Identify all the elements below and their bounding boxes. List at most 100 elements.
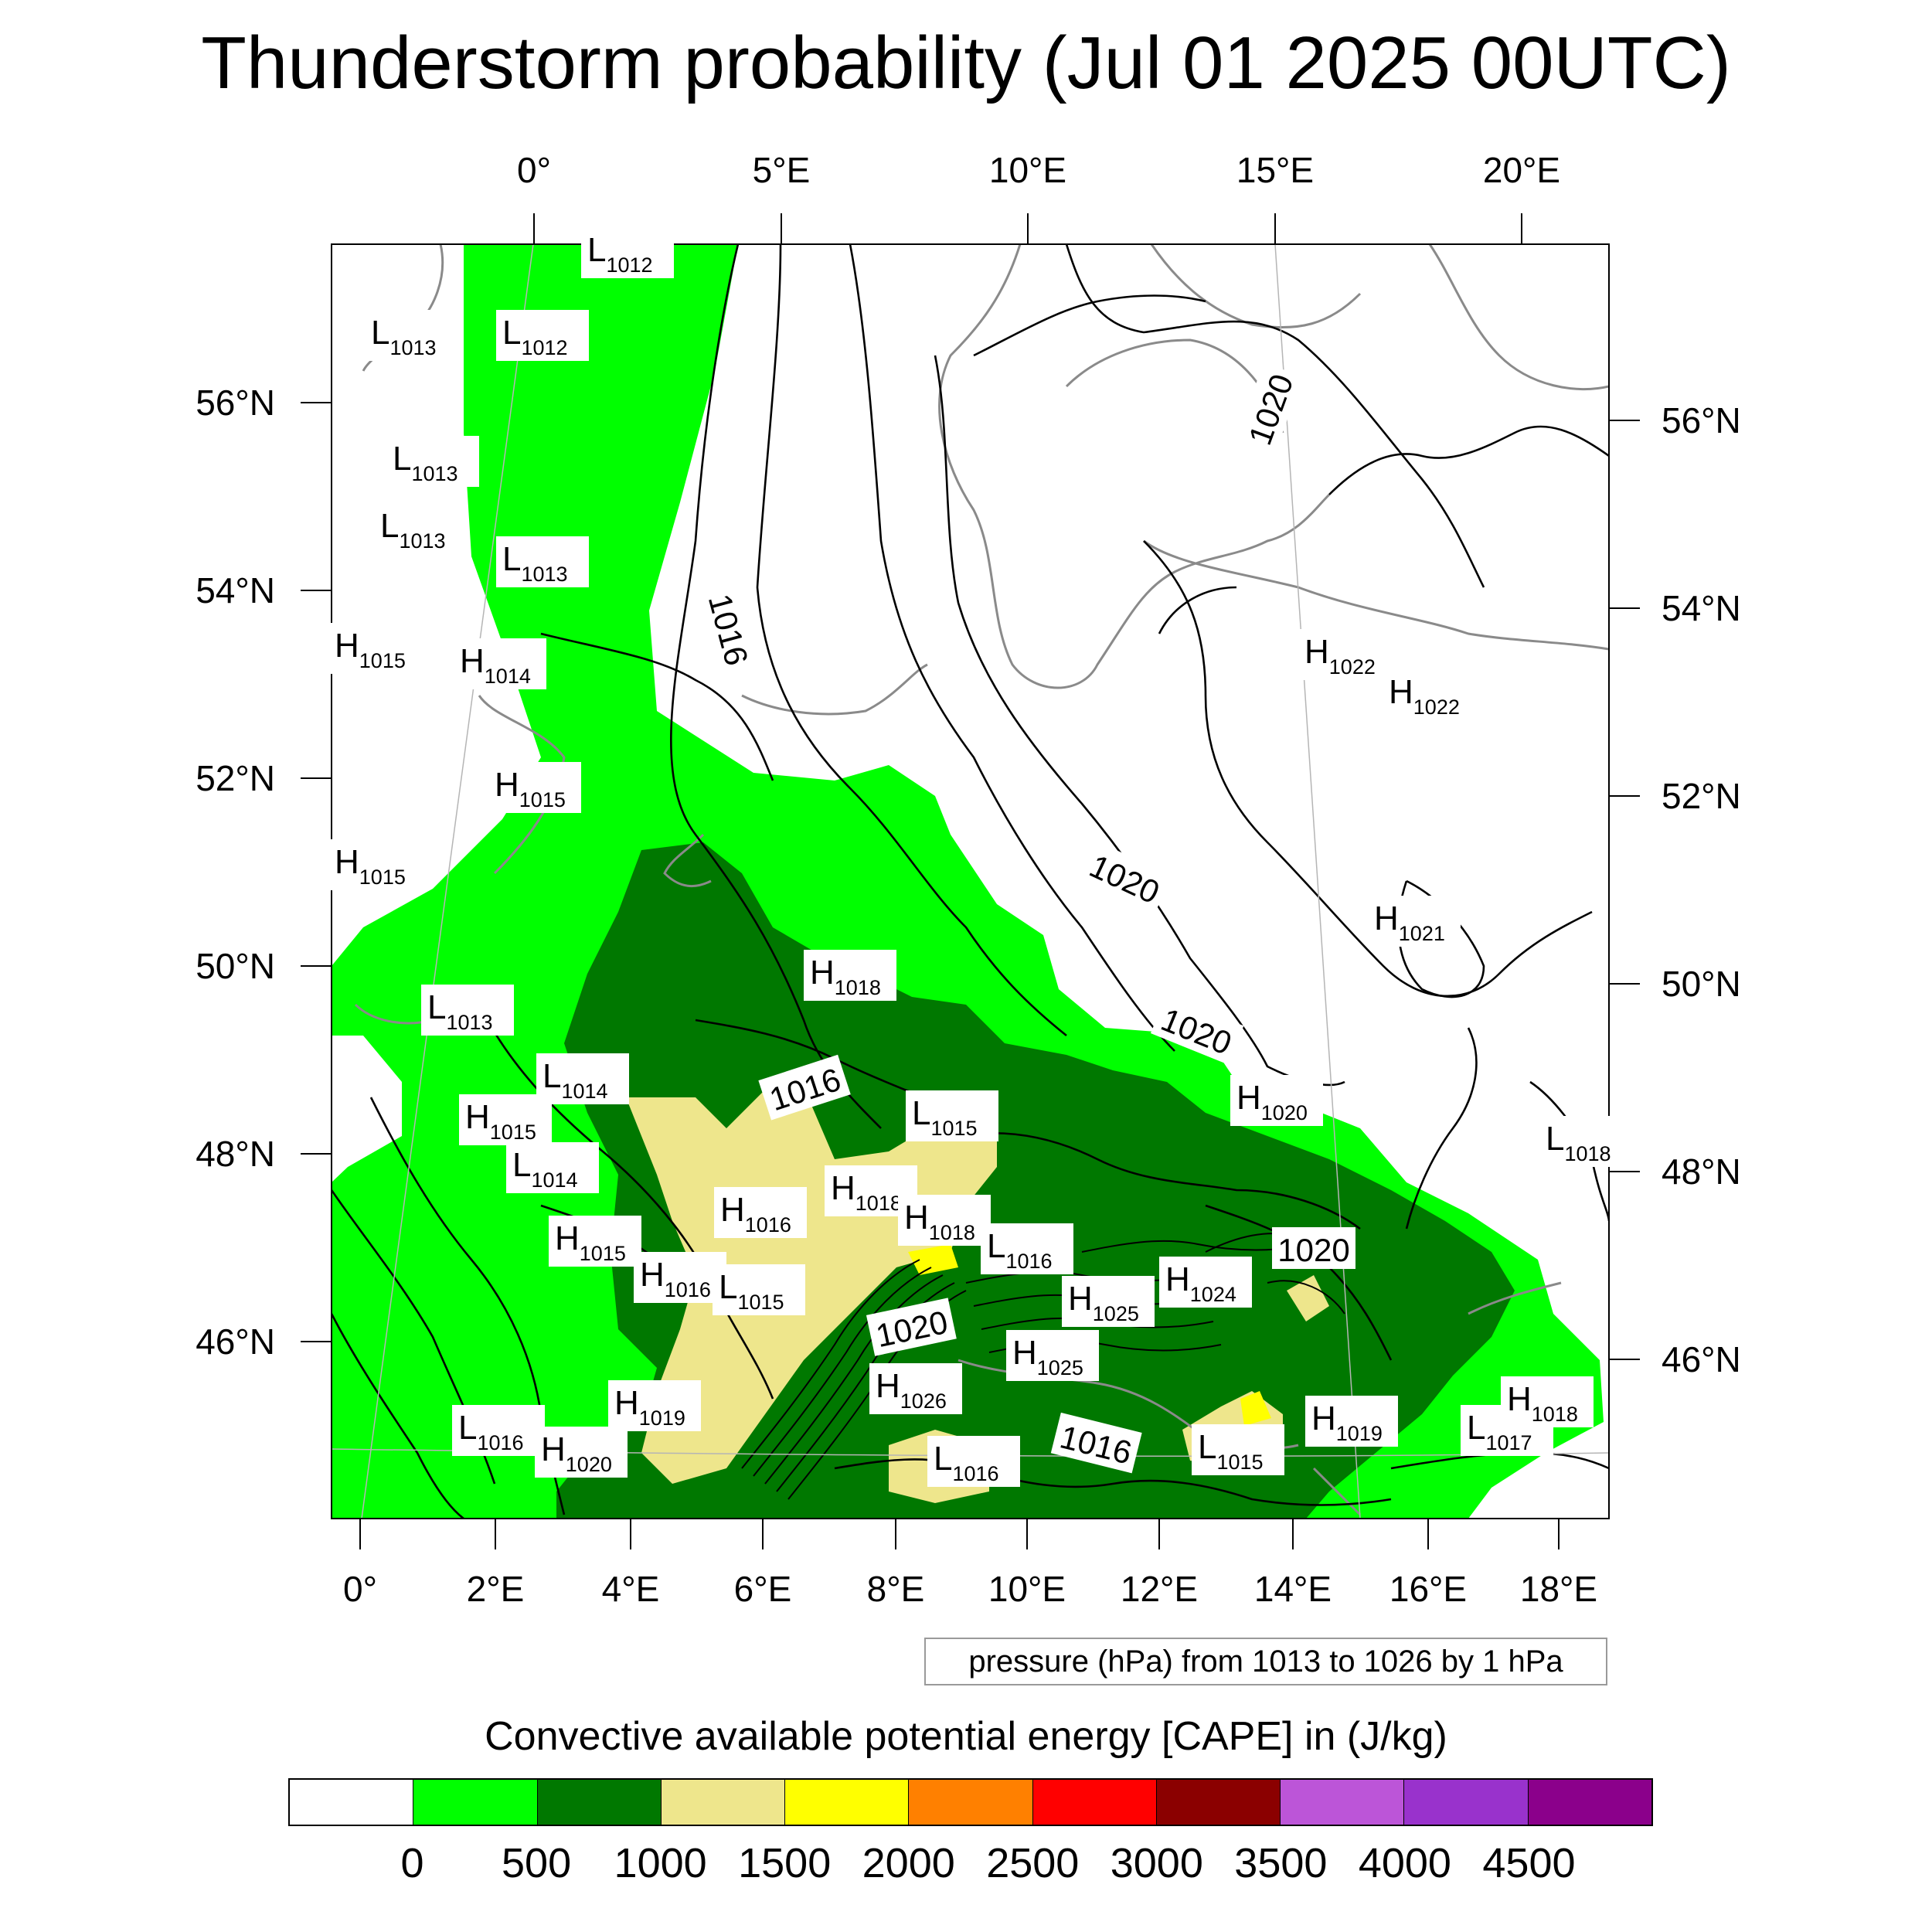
pressure-center-type: H: [614, 1384, 639, 1422]
pressure-center-text: H1019: [614, 1384, 685, 1430]
pressure-center-box: [1539, 1116, 1632, 1167]
pressure-center-text: H1014: [460, 642, 531, 688]
pressure-center-label: H1024: [1159, 1257, 1252, 1308]
bottom-lon-label: 18°E: [1520, 1569, 1597, 1609]
pressure-center-label: L1016: [981, 1223, 1073, 1274]
pressure-center-box: [581, 227, 674, 278]
pressure-center-box: [1230, 1075, 1323, 1126]
pressure-center-value: 1013: [446, 1011, 492, 1034]
pressure-center-text: H1018: [1507, 1380, 1578, 1426]
bottom-lon-label: 0°: [343, 1569, 377, 1609]
pressure-center-type: L: [1546, 1120, 1564, 1158]
pressure-center-text: L1015: [912, 1094, 978, 1140]
bottom-lon-label: 12°E: [1121, 1569, 1198, 1609]
pressure-center-text: L1017: [1467, 1409, 1532, 1454]
bottom-lon-label: 8°E: [867, 1569, 925, 1609]
pressure-center-type: L: [371, 314, 389, 352]
colorbar-tick-label: 4500: [1482, 1840, 1576, 1886]
pressure-center-text: L1015: [1198, 1428, 1264, 1474]
pressure-center-type: H: [335, 843, 359, 881]
pressure-center-text: L1013: [502, 540, 568, 586]
pressure-center-type: H: [495, 766, 519, 804]
bottom-lon-label: 10°E: [988, 1569, 1066, 1609]
pressure-center-value: 1022: [1413, 696, 1460, 719]
isobar-label-box: [1078, 840, 1172, 914]
pressure-center-type: H: [335, 627, 359, 665]
pressure-center-label: L1015: [1192, 1424, 1284, 1475]
pressure-center-label: H1016: [714, 1187, 807, 1238]
pressure-center-value: 1026: [900, 1389, 947, 1413]
pressure-center-label: H1018: [1501, 1376, 1594, 1427]
pressure-center-box: [804, 950, 896, 1001]
pressure-center-box: [496, 536, 589, 587]
pressure-center-type: H: [465, 1098, 490, 1136]
pressure-center-value: 1015: [359, 649, 406, 672]
cape-fill-1500-2000-b: [1240, 1391, 1271, 1426]
pressure-center-label: L1013: [365, 310, 457, 361]
pressure-center-box: [1159, 1257, 1252, 1308]
pressure-center-value: 1015: [737, 1291, 784, 1314]
pressure-center-value: 1025: [1037, 1356, 1083, 1379]
colorbar-segment: [1403, 1780, 1528, 1825]
pressure-center-value: 1015: [930, 1117, 977, 1140]
pressure-center-text: H1019: [1311, 1400, 1383, 1445]
pressure-center-label: H1020: [535, 1427, 628, 1478]
colorbar-tick-label: 2500: [986, 1840, 1080, 1886]
pressure-center-box: [459, 1094, 552, 1145]
pressure-center-text: H1018: [831, 1169, 902, 1215]
pressure-center-label: L1013: [496, 536, 589, 587]
pressure-center-type: L: [587, 231, 606, 269]
pressure-center-text: H1015: [335, 843, 406, 889]
pressure-center-value: 1019: [1336, 1422, 1383, 1445]
pressure-center-type: L: [543, 1057, 561, 1095]
pressure-center-box: [328, 839, 421, 890]
pressure-center-type: H: [1311, 1400, 1336, 1437]
bottom-lon-label: 4°E: [602, 1569, 660, 1609]
pressure-center-type: H: [640, 1256, 665, 1294]
pressure-center-type: H: [720, 1191, 745, 1229]
pressure-center-box: [1298, 629, 1391, 680]
pressure-center-type: L: [912, 1094, 930, 1132]
pressure-center-type: H: [1507, 1380, 1532, 1418]
pressure-center-box: [328, 623, 421, 674]
pressure-center-type: H: [460, 642, 485, 680]
pressure-center-type: H: [1304, 633, 1329, 671]
pressure-center-text: L1012: [502, 314, 568, 359]
left-lat-label: 52°N: [196, 758, 275, 798]
pressure-center-text: H1024: [1165, 1260, 1236, 1306]
pressure-center-type: H: [1165, 1260, 1190, 1298]
isobar-label-box: [1050, 1412, 1142, 1474]
pressure-center-type: H: [555, 1219, 580, 1257]
pressure-center-type: H: [876, 1367, 900, 1405]
bottom-lon-label: 6°E: [734, 1569, 792, 1609]
colorbar-tick-label: 1000: [614, 1840, 707, 1886]
pressure-center-label: L1015: [713, 1264, 805, 1315]
top-longitude-labels: 0° 5°E 10°E 15°E 20°E: [517, 150, 1560, 190]
pressure-center-label: H1025: [1006, 1330, 1099, 1381]
isobar-label-text: 1020: [1277, 1232, 1349, 1268]
pressure-center-text: L1018: [1546, 1120, 1611, 1165]
pressure-center-label: H1014: [454, 638, 546, 689]
colorbar-tick-label: 500: [502, 1840, 572, 1886]
pressure-center-type: H: [904, 1199, 929, 1236]
pressure-center-type: H: [541, 1430, 566, 1468]
pressure-center-text: L1013: [380, 507, 446, 553]
right-lat-label: 50°N: [1662, 964, 1741, 1004]
pressure-center-label: L1015: [906, 1090, 998, 1141]
colorbar-segment: [660, 1780, 785, 1825]
pressure-center-label: H1019: [608, 1380, 701, 1431]
axis-ticks: [301, 213, 1640, 1549]
pressure-center-text: H1015: [555, 1219, 626, 1265]
pressure-center-type: H: [1236, 1079, 1261, 1117]
pressure-center-value: 1015: [490, 1121, 536, 1144]
pressure-center-label: H1019: [1305, 1396, 1398, 1447]
pressure-center-box: [506, 1142, 599, 1193]
isobar-label-box: [1150, 994, 1244, 1065]
pressure-center-text: H1018: [810, 954, 881, 999]
colorbar-segment: [1527, 1780, 1651, 1825]
colorbar-segment: [536, 1780, 661, 1825]
colorbar-title: Convective available potential energy [C…: [485, 1714, 1447, 1759]
pressure-center-box: [898, 1195, 991, 1246]
